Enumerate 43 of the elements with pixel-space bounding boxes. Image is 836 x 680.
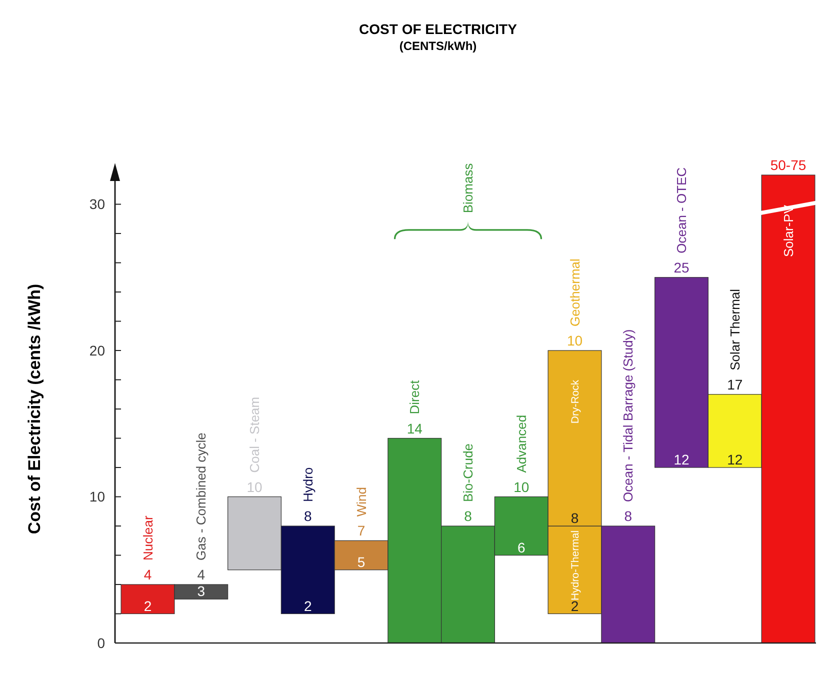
annotation: Dry-Rock	[569, 379, 582, 424]
x-tick-label: Bio-Crude	[460, 443, 476, 502]
annotation: 2	[304, 598, 312, 614]
y-tick-label: 30	[89, 196, 106, 212]
annotation: 10	[514, 478, 530, 495]
annotation: 10	[246, 478, 262, 495]
x-tick-label: Advanced	[514, 414, 529, 473]
annotation: 3	[197, 583, 206, 600]
annotation: 2	[144, 598, 152, 614]
chart-subtitle: (CENTS/kWh)	[399, 39, 477, 53]
y-tick-label: 0	[97, 634, 106, 651]
chart-title: COST OF ELECTRICITY	[359, 21, 518, 37]
annotation: 12	[727, 452, 743, 468]
x-tick-label: Direct	[407, 380, 422, 414]
x-tick-label: Gas - Combined cycle	[194, 432, 209, 560]
annotation: 8	[624, 508, 632, 524]
annotation: 14	[406, 420, 423, 436]
x-tick-label: Nuclear	[140, 515, 156, 560]
annotation: 8	[304, 508, 312, 524]
y-axis-title: Cost of Electricity (cents /kWh)	[25, 284, 44, 534]
x-tick-label: Coal - Steam	[247, 396, 262, 473]
annotation: Hydro-Thermal	[569, 530, 582, 600]
annotation: 8	[570, 510, 579, 526]
x-tick-label: Ocean - OTEC	[674, 167, 690, 254]
annotation: 6	[517, 539, 526, 556]
annotation: 4	[144, 566, 152, 582]
annotation: 7	[357, 522, 366, 539]
y-tick-label: 10	[89, 488, 106, 505]
x-tick-label: Hydro	[300, 467, 316, 502]
annotation: Biomass	[460, 162, 476, 214]
annotation: 25	[674, 259, 690, 276]
annotation: 8	[464, 508, 472, 524]
annotation: 17	[727, 376, 743, 392]
annotation: 50-75	[770, 157, 806, 173]
y-tick-label: 20	[89, 342, 106, 358]
annotation: 12	[674, 452, 690, 468]
x-tick-label: Solar Thermal	[727, 288, 742, 370]
x-tick-label: Wind	[354, 487, 369, 517]
annotation: 5	[357, 554, 366, 570]
x-tick-label: Ocean - Tidal Barrage (Study)	[620, 329, 636, 502]
annotation: 10	[566, 332, 583, 348]
annotation: 4	[197, 566, 206, 582]
x-tick-label: Geothermal	[567, 258, 582, 326]
